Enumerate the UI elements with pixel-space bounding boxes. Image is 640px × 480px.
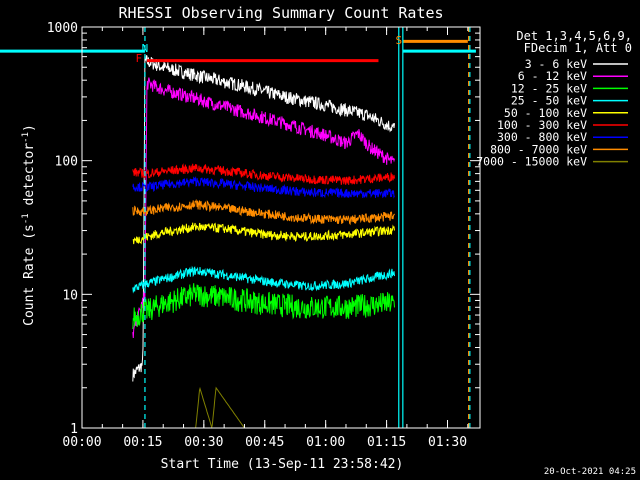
x-tick-label: 01:00 (306, 435, 345, 450)
legend-label: 25 - 50 keV (511, 94, 587, 108)
x-tick-label: 01:30 (428, 435, 467, 450)
legend-label: 7000 - 15000 keV (476, 155, 587, 169)
flag-annotation-s: S (395, 34, 402, 47)
y-tick-label: 1000 (47, 21, 78, 36)
legend-label: 6 - 12 keV (518, 69, 587, 83)
legend-label: 800 - 7000 keV (490, 142, 587, 156)
y-axis-label-part: Count Rate (s (22, 224, 37, 326)
x-tick-label: 01:15 (367, 435, 406, 450)
x-tick-label: 00:45 (245, 435, 284, 450)
y-tick-label: 100 (55, 155, 78, 170)
series-line (132, 283, 395, 330)
y-axis-label-superscript: -1 (21, 213, 31, 224)
series-line (132, 176, 395, 199)
legend-header-detectors: Det 1,3,4,5,6,9, (516, 29, 632, 43)
legend-label: 50 - 100 keV (504, 106, 587, 120)
legend-label: 12 - 25 keV (511, 81, 587, 95)
flag-annotation-n: N (142, 42, 149, 55)
legend-header-fdecim: FDecim 1, Att 0 (524, 41, 632, 55)
series-line (132, 54, 395, 382)
series-line (132, 77, 395, 339)
y-axis-label: Count Rate (s-1 detector-1) (21, 124, 37, 326)
x-tick-label: 00:15 (123, 435, 162, 450)
series-line (132, 198, 395, 226)
series-line (132, 265, 395, 294)
series-line (132, 163, 395, 185)
y-tick-label: 10 (62, 288, 78, 303)
y-axis-label-superscript: -1 (21, 132, 31, 143)
series-line (132, 222, 395, 245)
plot-frame (81, 26, 481, 429)
y-axis-label-part: detector (22, 143, 37, 214)
y-axis-label-part: ) (22, 124, 37, 132)
x-tick-label: 00:30 (184, 435, 223, 450)
flag-annotation-f: F (136, 52, 143, 65)
y-tick-label: 1 (70, 422, 78, 437)
axes: 00:00 00:15 00:30 00:45 01:00 01:15 01:30 1 10 10… (47, 21, 481, 450)
x-tick-label: 00:00 (62, 435, 101, 450)
footer-timestamp: 20-Oct-2021 04:25 (544, 467, 636, 477)
legend-label: 300 - 800 keV (497, 130, 587, 144)
legend-label: 100 - 300 keV (497, 118, 587, 132)
chart-title: RHESSI Observing Summary Count Rates (118, 4, 443, 22)
legend: Det 1,3,4,5,6,9, FDecim 1, Att 0 3 - 6 k… (476, 29, 632, 169)
legend-label: 3 - 6 keV (525, 57, 587, 71)
x-axis-label: Start Time (13-Sep-11 23:58:42) (161, 457, 404, 472)
